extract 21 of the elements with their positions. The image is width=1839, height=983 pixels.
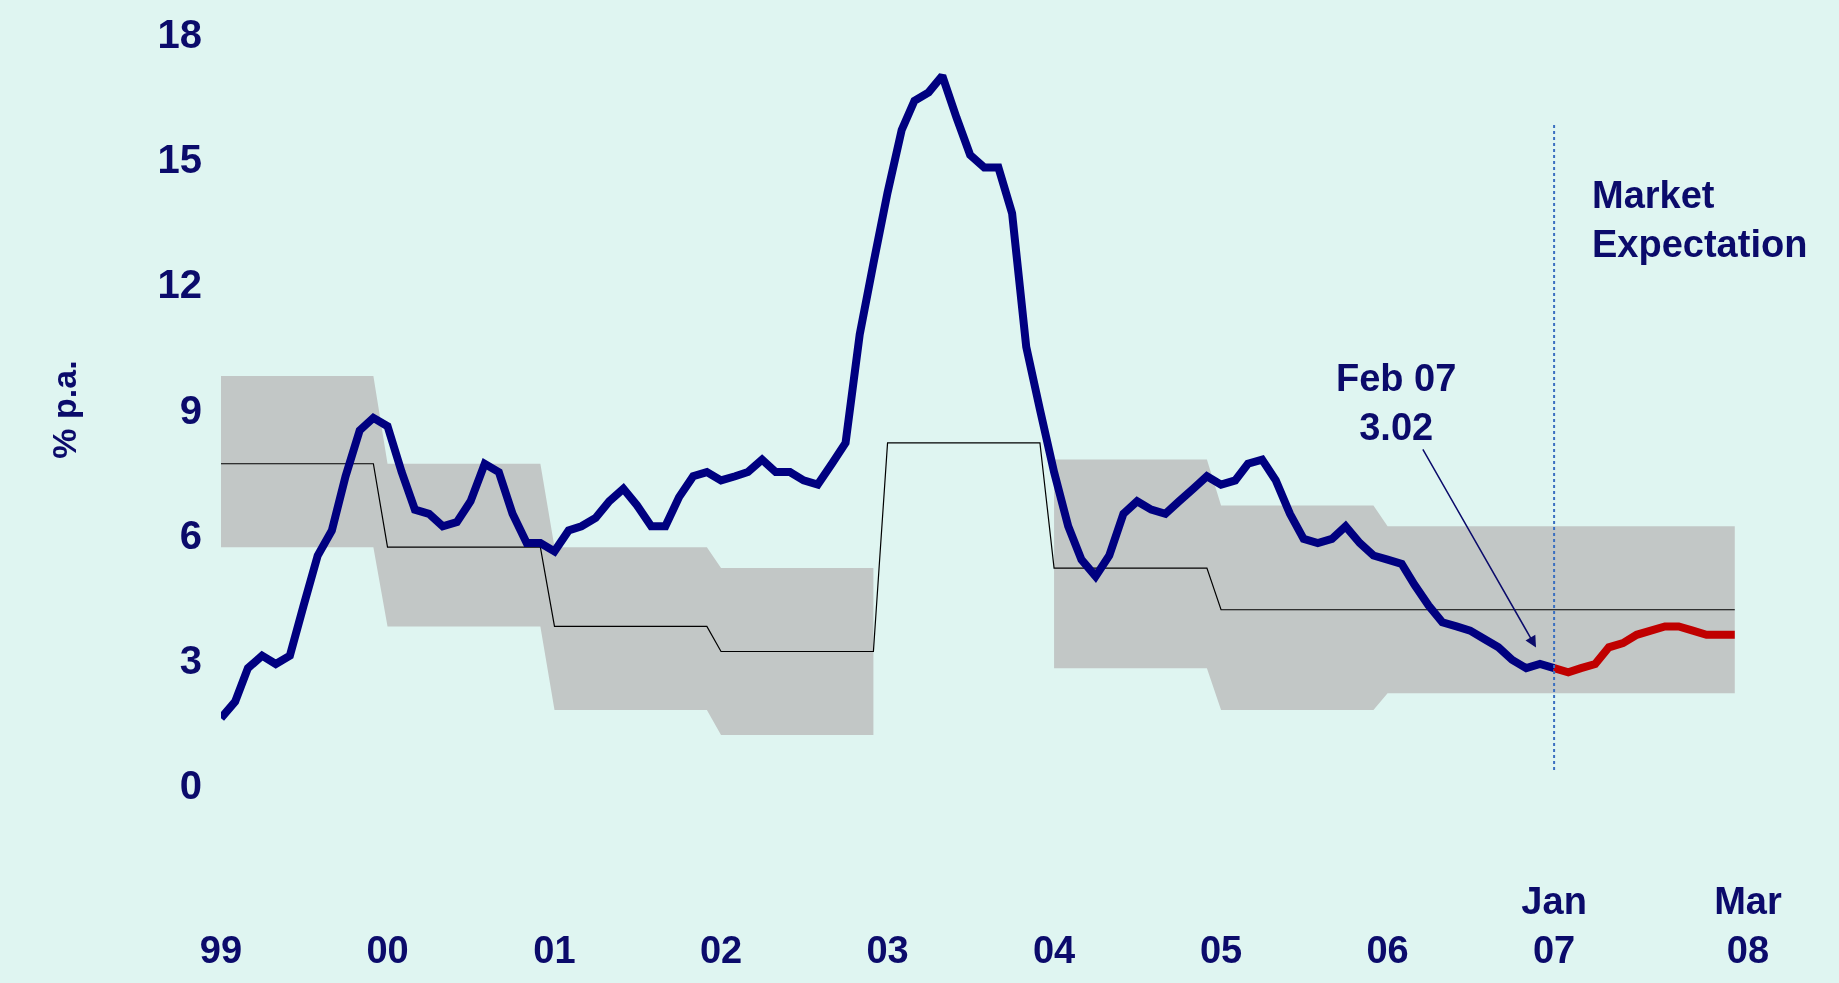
- x-tick-label: 06: [1366, 929, 1409, 972]
- y-tick-label: 0: [179, 763, 202, 807]
- y-tick-label: 15: [157, 137, 202, 182]
- line-series: [221, 442, 1736, 653]
- x-tick-label: 01: [533, 929, 576, 972]
- annotation: Market Expectation: [1592, 174, 1808, 266]
- y-tick-label: 6: [179, 512, 202, 557]
- x-tick-label: 04: [1032, 929, 1076, 972]
- x-tick-label: Mar 08: [1714, 880, 1782, 972]
- y-tick-label: 12: [157, 262, 202, 307]
- y-tick-label: 18: [157, 12, 202, 56]
- y-axis-title: % p.a.: [45, 360, 84, 459]
- annotation: Feb 07 3.02: [1336, 357, 1457, 449]
- x-tick-label: 05: [1199, 929, 1243, 972]
- x-tick-label: 02: [699, 929, 743, 972]
- x-tick-label: Jan 07: [1521, 880, 1587, 972]
- x-tick-label: 99: [199, 929, 243, 972]
- x-tick-label: 00: [366, 929, 409, 972]
- x-tick-label: 03: [866, 929, 909, 972]
- y-tick-label: 3: [179, 637, 202, 682]
- y-tick-label: 9: [179, 387, 202, 432]
